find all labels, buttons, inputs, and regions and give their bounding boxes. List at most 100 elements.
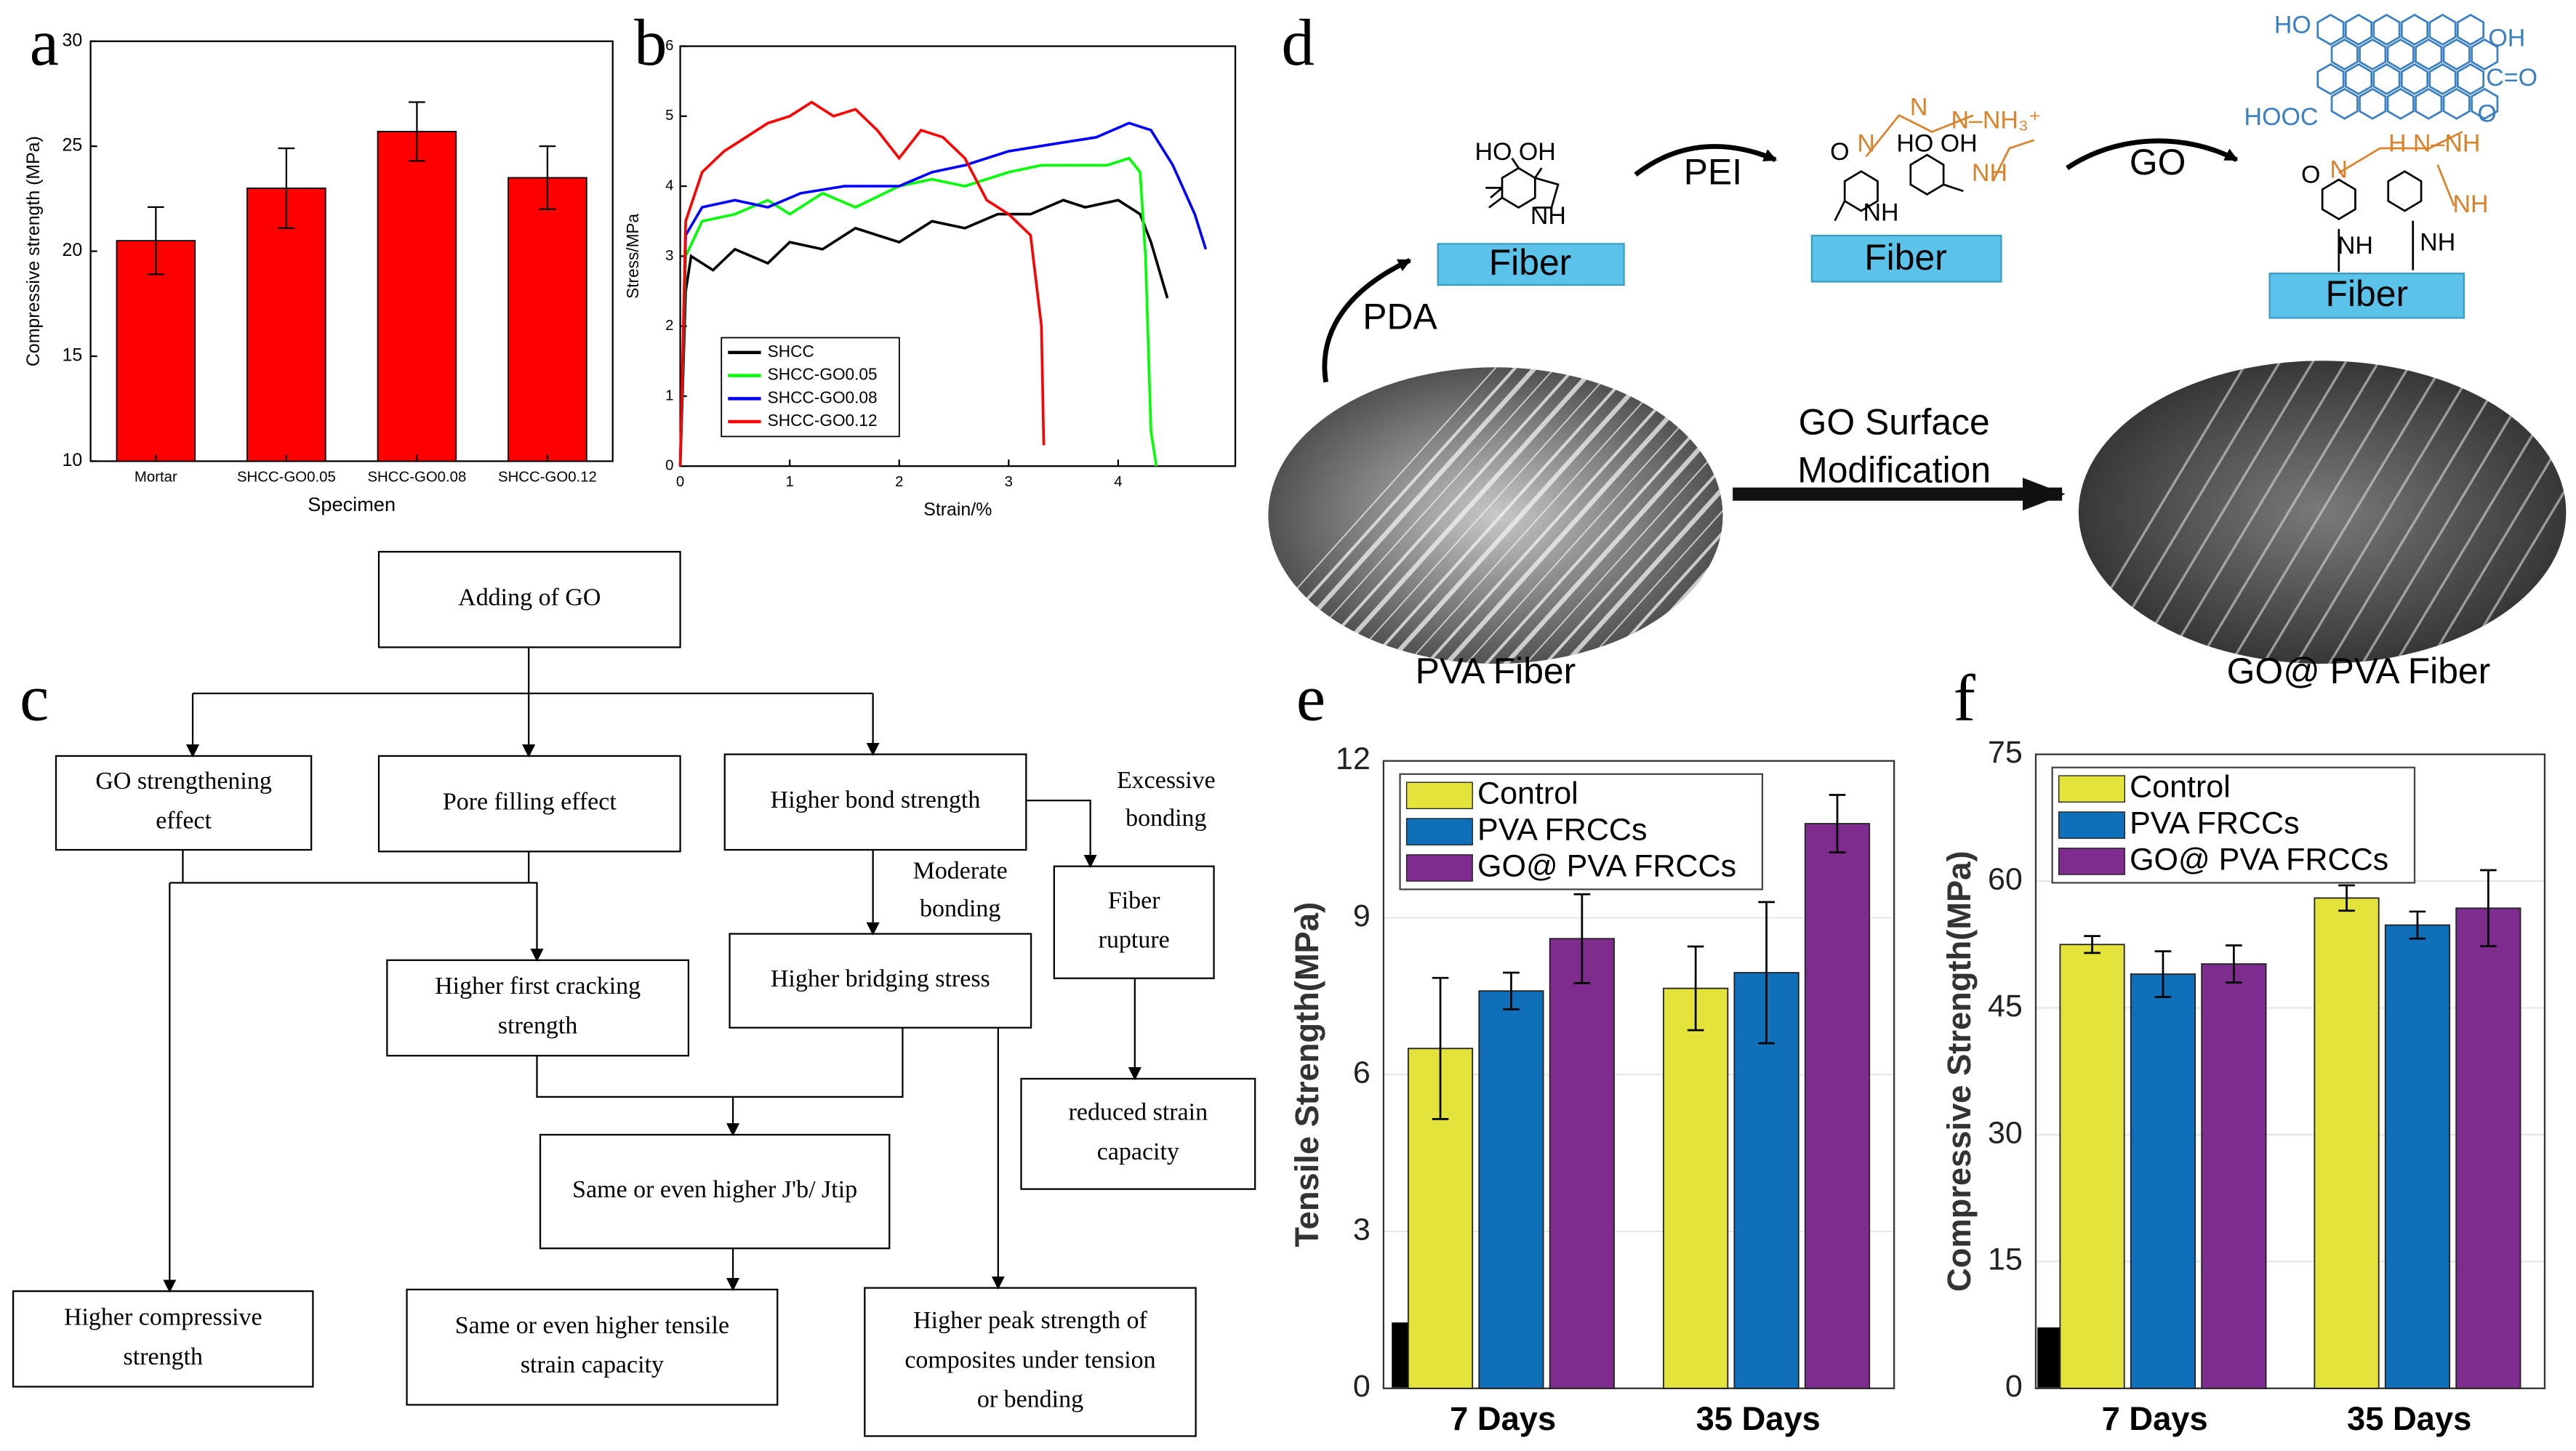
error-bar (1687, 945, 1704, 1032)
x-tick-label: 1 (785, 474, 793, 490)
chem-label: HO OH (1896, 129, 1977, 157)
legend-swatch (2058, 775, 2125, 803)
pda-arrow (1322, 257, 1412, 383)
error-bar (409, 101, 425, 162)
chem-label: NH (2452, 190, 2488, 218)
error-bar (1432, 976, 1449, 1120)
y-tick-label: 6 (665, 38, 673, 54)
flow-node-text: Higher first cracking (435, 973, 641, 1000)
flow-node-text: Same or even higher J'b/ Jtip (572, 1176, 857, 1203)
x-tick-label: 7 Days (1450, 1400, 1556, 1437)
go-ring (2316, 63, 2345, 95)
error-bar (2226, 944, 2242, 984)
pei-chain (1865, 113, 2463, 206)
flow-node-text: Same or even higher tensile (455, 1312, 729, 1339)
flow-node-box (723, 753, 1027, 851)
sem-streak (2288, 361, 2489, 664)
bar (2384, 924, 2451, 1389)
molecule-sketch (1485, 153, 2423, 272)
flow-node-box (386, 959, 690, 1057)
panel-label: a (30, 6, 59, 79)
bar (507, 177, 587, 462)
y-tick-label: 6 (1353, 1056, 1371, 1090)
x-tick-label: SHCC-GO0.05 (237, 469, 336, 485)
x-tick-label: 35 Days (2347, 1400, 2471, 1437)
x-axis-label: Specimen (308, 493, 396, 515)
error-bar (2154, 950, 2172, 998)
chem-label: C=O (2486, 64, 2537, 92)
chem-label: NH (1863, 199, 1898, 227)
go-ring (2428, 63, 2457, 95)
panel-label: f (1954, 661, 1976, 734)
bar (246, 188, 326, 462)
sem-streak (1296, 367, 1596, 664)
flow-node-text: strength (124, 1343, 203, 1370)
legend-swatch (1405, 854, 1473, 882)
chem-label: O (1830, 138, 1849, 166)
sem-streak (2255, 361, 2455, 664)
sem-streak (1493, 367, 1723, 664)
y-tick-label: 15 (63, 345, 83, 366)
chem-label: NH (1530, 202, 1566, 230)
x-tick-label: 35 Days (1696, 1400, 1821, 1437)
sem-streak (1573, 367, 1723, 664)
flow-connector (536, 1027, 904, 1135)
pei-arrow (1634, 144, 1778, 177)
go-ring (2428, 13, 2457, 46)
sem-streak (2222, 361, 2423, 664)
chem-label: HOOC (2244, 103, 2319, 131)
modification-label: Modification (1797, 449, 1991, 490)
sem-streak (2420, 361, 2567, 664)
flow-node-text: strength (498, 1012, 577, 1039)
flow-node-box (864, 1287, 1197, 1437)
legend-label: SHCC (768, 342, 814, 361)
flow-edge-label: Moderate (913, 858, 1008, 885)
go-ring (2372, 63, 2401, 95)
sem-streak (1733, 346, 2029, 675)
flow-node-text: composites under tension (904, 1346, 1155, 1373)
go-ring (2344, 63, 2373, 95)
go-ring (2456, 63, 2485, 95)
go-ring (2400, 63, 2429, 95)
chem-label: O (2477, 100, 2496, 128)
stress-strain-curve (678, 121, 1208, 467)
y-tick-label: 30 (63, 30, 83, 50)
fiber-label: Fiber (1864, 237, 1947, 278)
sem-streak (1553, 367, 1723, 664)
x-tick-label: SHCC-GO0.12 (498, 469, 597, 485)
sem-streak (1712, 367, 1723, 664)
flow-node-text: strain capacity (521, 1351, 664, 1378)
flow-node-text: Higher bridging stress (771, 965, 990, 992)
step-label: PEI (1684, 151, 1742, 192)
error-bar (2409, 910, 2426, 940)
error-bar (2338, 884, 2355, 912)
flow-node-box (377, 550, 681, 648)
legend-label: Control (1477, 776, 1578, 811)
bar (1804, 823, 1871, 1389)
flow-connector (169, 850, 531, 884)
y-tick-label: 10 (63, 450, 83, 470)
panel-label: d (1281, 6, 1314, 79)
y-tick-label: 12 (1336, 741, 1371, 776)
sem-streak (2156, 361, 2356, 664)
x-tick-label: Mortar (135, 469, 177, 485)
panel-label: b (634, 6, 667, 79)
flow-connector (530, 882, 544, 962)
chem-label: NH (2420, 228, 2455, 256)
bar (1549, 938, 1615, 1389)
flow-node-text: rupture (1099, 927, 1170, 954)
flow-connector (1026, 799, 1097, 868)
go-ring (2359, 38, 2387, 71)
sem-streak (2123, 361, 2324, 664)
chem-label: H N–NH (2388, 129, 2480, 157)
y-tick-label: 20 (63, 240, 83, 260)
chem-label: N (2330, 156, 2348, 184)
y-tick-label: 4 (665, 177, 673, 193)
flow-node-text: or bending (977, 1386, 1083, 1413)
go-ring (2344, 13, 2373, 46)
error-bar (1758, 901, 1775, 1045)
sem-streak (1474, 367, 1723, 664)
sem-image-go-pva (2078, 361, 2567, 664)
bar (1478, 990, 1544, 1389)
